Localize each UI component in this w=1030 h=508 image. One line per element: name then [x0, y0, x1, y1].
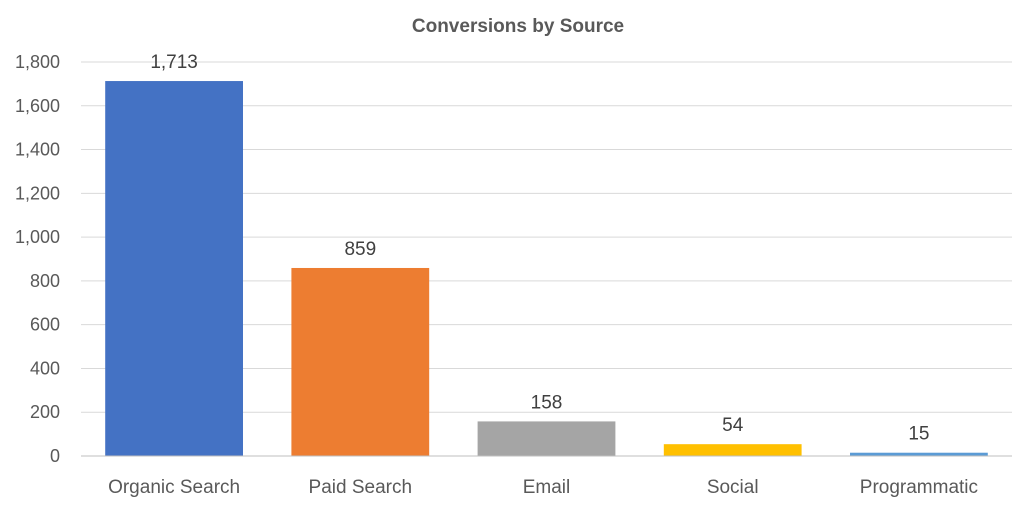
- y-tick-label: 1,800: [15, 52, 60, 72]
- bar-programmatic: [850, 452, 988, 456]
- y-tick-label: 800: [30, 271, 60, 291]
- y-tick-label: 600: [30, 315, 60, 335]
- x-category-label: Organic Search: [108, 477, 240, 498]
- x-category-label: Paid Search: [309, 477, 413, 498]
- bar-paid-search: [291, 267, 430, 456]
- x-category-label: Social: [707, 477, 759, 498]
- data-label: 15: [908, 424, 929, 445]
- y-tick-label: 1,000: [15, 227, 60, 247]
- data-label: 54: [722, 415, 744, 436]
- data-label: 859: [344, 239, 376, 260]
- x-category-label: Programmatic: [860, 477, 978, 498]
- bar-social: [663, 444, 802, 456]
- data-label: 158: [531, 392, 563, 413]
- bar-email: [477, 421, 616, 456]
- y-tick-label: 1,200: [15, 183, 60, 203]
- x-axis-categories: Organic Search Paid Search Email Social Prog…: [108, 477, 978, 498]
- data-labels: 1,713 859 158 54 15: [150, 52, 929, 445]
- bar-organic-search: [105, 81, 243, 456]
- x-category-label: Email: [523, 477, 571, 498]
- y-tick-label: 1,600: [15, 96, 60, 116]
- data-label: 1,713: [150, 52, 198, 73]
- y-tick-label: 200: [30, 402, 60, 422]
- y-axis-ticks: 0 200 400 600 800 1,000 1,200 1,400 1,600 1,800: [15, 52, 60, 466]
- bars: [105, 81, 988, 456]
- chart-title: Conversions by Source: [412, 16, 624, 37]
- y-tick-label: 0: [50, 446, 60, 466]
- y-tick-label: 400: [30, 358, 60, 378]
- y-tick-label: 1,400: [15, 140, 60, 160]
